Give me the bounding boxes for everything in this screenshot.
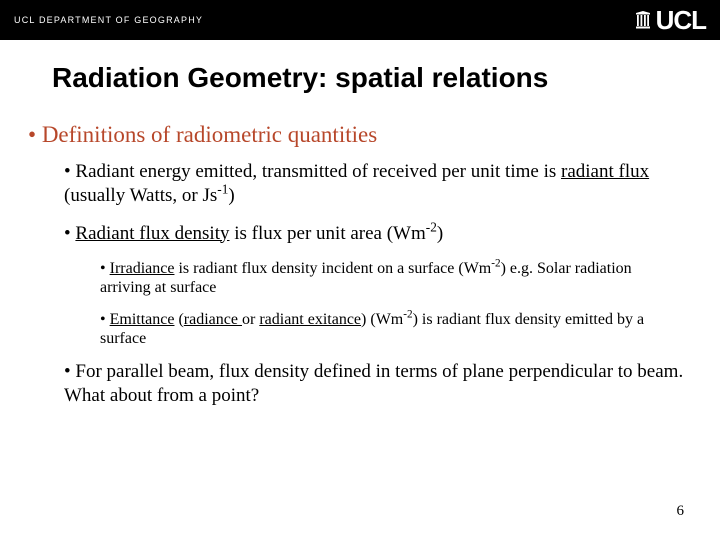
slide-title: Radiation Geometry: spatial relations [52, 62, 720, 94]
text: or [242, 311, 259, 328]
bullet-parallel-beam: • For parallel beam, flux density define… [64, 360, 686, 408]
content-area: • Definitions of radiometric quantities … [28, 122, 720, 408]
text: For parallel beam, flux density defined … [64, 361, 683, 406]
text: ( [174, 311, 183, 328]
term-emittance: Emittance [110, 311, 175, 328]
bullet-flux-density: • Radiant flux density is flux per unit … [64, 222, 686, 246]
text: is radiant flux density incident on a su… [174, 260, 491, 277]
bullet-radiant-flux: • Radiant energy emitted, transmitted of… [64, 160, 686, 208]
term-radiant-flux: radiant flux [561, 161, 649, 182]
logo-text: UCL [656, 5, 706, 36]
bullet-emittance: • Emittance (radiance or radiant exitanc… [100, 310, 686, 348]
bullet-lvl1: • Definitions of radiometric quantities [28, 122, 686, 148]
definitions-heading: Definitions of radiometric quantities [42, 122, 377, 147]
department-label: UCL DEPARTMENT OF GEOGRAPHY [14, 15, 203, 25]
text: ) [437, 223, 443, 244]
term-radiance: radiance [184, 311, 242, 328]
sup: -2 [491, 258, 500, 270]
text: (usually Watts, or Js [64, 185, 217, 206]
page-number: 6 [677, 503, 685, 520]
sup: -2 [403, 308, 412, 320]
text: ) [228, 185, 234, 206]
sup: -2 [426, 219, 437, 234]
header-bar: UCL DEPARTMENT OF GEOGRAPHY UCL [0, 0, 720, 40]
bullet-irradiance: • Irradiance is radiant flux density inc… [100, 259, 686, 297]
sup: -1 [217, 181, 228, 196]
ucl-logo: UCL [636, 5, 706, 36]
portico-icon [636, 11, 650, 29]
text: ) (Wm [361, 311, 403, 328]
text: Radiant energy emitted, transmitted of r… [75, 161, 561, 182]
term-flux-density: Radiant flux density [75, 223, 229, 244]
term-radiant-exitance: radiant exitance [259, 311, 361, 328]
term-irradiance: Irradiance [110, 260, 175, 277]
text: is flux per unit area (Wm [230, 223, 426, 244]
